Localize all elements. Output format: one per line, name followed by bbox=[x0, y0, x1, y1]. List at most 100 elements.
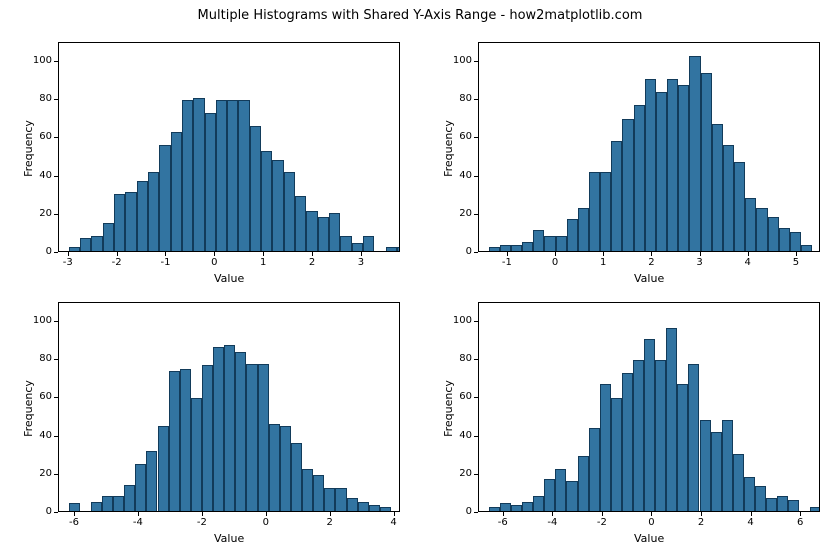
histogram-bar bbox=[489, 247, 500, 251]
histogram-bar bbox=[779, 228, 790, 251]
histogram-bar bbox=[124, 485, 135, 511]
axes-2 bbox=[58, 302, 400, 512]
x-tick bbox=[555, 252, 556, 256]
x-tick bbox=[202, 512, 203, 516]
histogram-bar bbox=[734, 162, 745, 251]
histogram-bar bbox=[768, 217, 779, 251]
y-tick bbox=[54, 436, 58, 437]
x-tick-label: -2 bbox=[112, 257, 122, 268]
x-tick bbox=[165, 252, 166, 256]
x-tick bbox=[602, 512, 603, 516]
y-tick-label: 40 bbox=[448, 430, 472, 441]
y-tick-label: 20 bbox=[448, 208, 472, 219]
x-tick-label: 1 bbox=[260, 257, 266, 268]
histogram-bar bbox=[193, 98, 204, 251]
histogram-bar bbox=[69, 503, 80, 511]
histogram-bars bbox=[59, 43, 399, 251]
y-tick-label: 20 bbox=[28, 208, 52, 219]
histogram-bar bbox=[511, 505, 522, 511]
x-tick-label: 0 bbox=[648, 517, 654, 528]
y-tick-label: 0 bbox=[28, 246, 52, 257]
figure-title: Multiple Histograms with Shared Y-Axis R… bbox=[0, 8, 840, 23]
y-tick bbox=[474, 397, 478, 398]
y-tick bbox=[474, 176, 478, 177]
histogram-bar bbox=[386, 247, 397, 251]
histogram-bar bbox=[80, 238, 91, 251]
y-tick bbox=[54, 474, 58, 475]
histogram-bar bbox=[578, 208, 589, 251]
histogram-bar bbox=[261, 151, 272, 251]
histogram-bar bbox=[182, 100, 193, 251]
y-tick bbox=[54, 321, 58, 322]
y-tick bbox=[54, 214, 58, 215]
x-tick-label: -2 bbox=[597, 517, 607, 528]
y-tick bbox=[474, 474, 478, 475]
histogram-bar bbox=[313, 475, 324, 511]
histogram-bar bbox=[318, 217, 329, 251]
x-tick bbox=[68, 252, 69, 256]
subplot-cell-1: FrequencyValue020406080100-1012345 bbox=[420, 34, 840, 294]
y-tick bbox=[54, 359, 58, 360]
histogram-bar bbox=[555, 469, 566, 511]
histogram-bar bbox=[744, 477, 755, 511]
histogram-bar bbox=[291, 443, 302, 511]
histogram-bar bbox=[146, 451, 157, 512]
x-tick-label: -6 bbox=[498, 517, 508, 528]
histogram-bar bbox=[722, 420, 733, 511]
y-tick bbox=[474, 99, 478, 100]
y-tick-label: 80 bbox=[448, 353, 472, 364]
x-tick bbox=[751, 512, 752, 516]
x-tick bbox=[503, 512, 504, 516]
y-axis-label: Frequency bbox=[442, 380, 455, 437]
histogram-bar bbox=[788, 500, 799, 511]
histogram-bar bbox=[91, 236, 102, 251]
histogram-bar bbox=[578, 456, 589, 511]
histogram-bar bbox=[238, 100, 249, 251]
histogram-bar bbox=[500, 245, 511, 251]
histogram-bar bbox=[91, 502, 102, 511]
histogram-bar bbox=[324, 488, 335, 511]
histogram-bar bbox=[202, 365, 213, 511]
y-axis-label: Frequency bbox=[442, 120, 455, 177]
axes-1 bbox=[478, 42, 820, 252]
histogram-bar bbox=[213, 347, 224, 512]
histogram-bar bbox=[567, 219, 578, 251]
subplot-cell-2: FrequencyValue020406080100-6-4-2024 bbox=[0, 294, 420, 554]
histogram-bars bbox=[479, 303, 819, 511]
histogram-bar bbox=[169, 371, 180, 511]
y-axis-label: Frequency bbox=[22, 120, 35, 177]
histogram-bar bbox=[227, 100, 238, 251]
y-tick bbox=[474, 214, 478, 215]
histogram-bar bbox=[544, 479, 555, 511]
histogram-bar bbox=[284, 172, 295, 251]
y-tick-label: 40 bbox=[448, 170, 472, 181]
x-tick bbox=[796, 252, 797, 256]
y-tick-label: 40 bbox=[28, 430, 52, 441]
x-tick bbox=[748, 252, 749, 256]
histogram-bar bbox=[69, 247, 80, 251]
histogram-bar bbox=[689, 56, 700, 251]
histogram-bar bbox=[712, 124, 723, 251]
histogram-bar bbox=[137, 181, 148, 251]
histogram-bar bbox=[380, 507, 391, 511]
y-tick-label: 60 bbox=[28, 131, 52, 142]
x-tick bbox=[138, 512, 139, 516]
x-tick bbox=[312, 252, 313, 256]
histogram-bar bbox=[103, 223, 114, 251]
y-tick-label: 40 bbox=[28, 170, 52, 181]
x-tick-label: -3 bbox=[63, 257, 73, 268]
y-tick-label: 60 bbox=[28, 391, 52, 402]
y-tick-label: 60 bbox=[448, 131, 472, 142]
histogram-bar bbox=[700, 420, 711, 511]
y-tick bbox=[474, 137, 478, 138]
y-tick bbox=[54, 99, 58, 100]
histogram-bar bbox=[611, 398, 622, 511]
histogram-bars bbox=[59, 303, 399, 511]
histogram-bar bbox=[369, 505, 380, 511]
histogram-bar bbox=[666, 328, 677, 511]
histogram-bar bbox=[224, 345, 235, 511]
y-tick bbox=[54, 61, 58, 62]
x-tick bbox=[651, 252, 652, 256]
histogram-bar bbox=[302, 469, 313, 511]
y-tick-label: 0 bbox=[28, 506, 52, 517]
